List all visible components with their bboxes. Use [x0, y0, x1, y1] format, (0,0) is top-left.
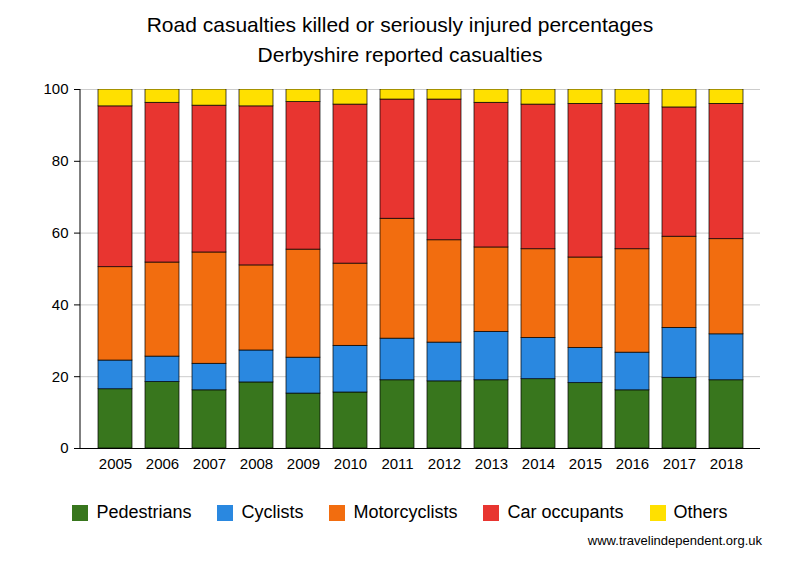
svg-text:40: 40 [52, 296, 69, 313]
html-text:Cyclists: Cyclists [241, 502, 304, 522]
svg-text:2018: 2018 [710, 455, 743, 472]
svg-text:2016: 2016 [616, 455, 649, 472]
svg-text:2015: 2015 [569, 455, 602, 472]
svg-text:2012: 2012 [428, 455, 461, 472]
html-text:Pedestrians: Pedestrians [96, 502, 192, 522]
svg-text:2009: 2009 [287, 455, 320, 472]
html-text:Car occupants: Car occupants [507, 502, 624, 522]
svg-text:2006: 2006 [146, 455, 179, 472]
svg-text:2005: 2005 [99, 455, 132, 472]
svg-text:80: 80 [52, 152, 69, 169]
svg-text:2008: 2008 [240, 455, 273, 472]
svg-text:60: 60 [52, 224, 69, 241]
html-text:Derbyshire reported casualties: Derbyshire reported casualties [257, 43, 543, 66]
svg-text:2011: 2011 [381, 455, 413, 472]
html-text:Others: Others [673, 502, 728, 522]
svg-text:2010: 2010 [334, 455, 367, 472]
svg-text:2007: 2007 [193, 455, 226, 472]
svg-text:20: 20 [52, 368, 69, 385]
html-text:Road casualties killed or seri: Road casualties killed or seriously inju… [146, 13, 654, 36]
svg-text:2014: 2014 [522, 455, 555, 472]
svg-text:0: 0 [60, 439, 68, 456]
html-text:www.travelindependent.org.uk: www.travelindependent.org.uk [587, 533, 762, 548]
svg-text:100: 100 [43, 80, 68, 97]
svg-text:2013: 2013 [475, 455, 508, 472]
svg-text:2017: 2017 [663, 455, 696, 472]
html-text:Motorcyclists: Motorcyclists [353, 502, 458, 522]
